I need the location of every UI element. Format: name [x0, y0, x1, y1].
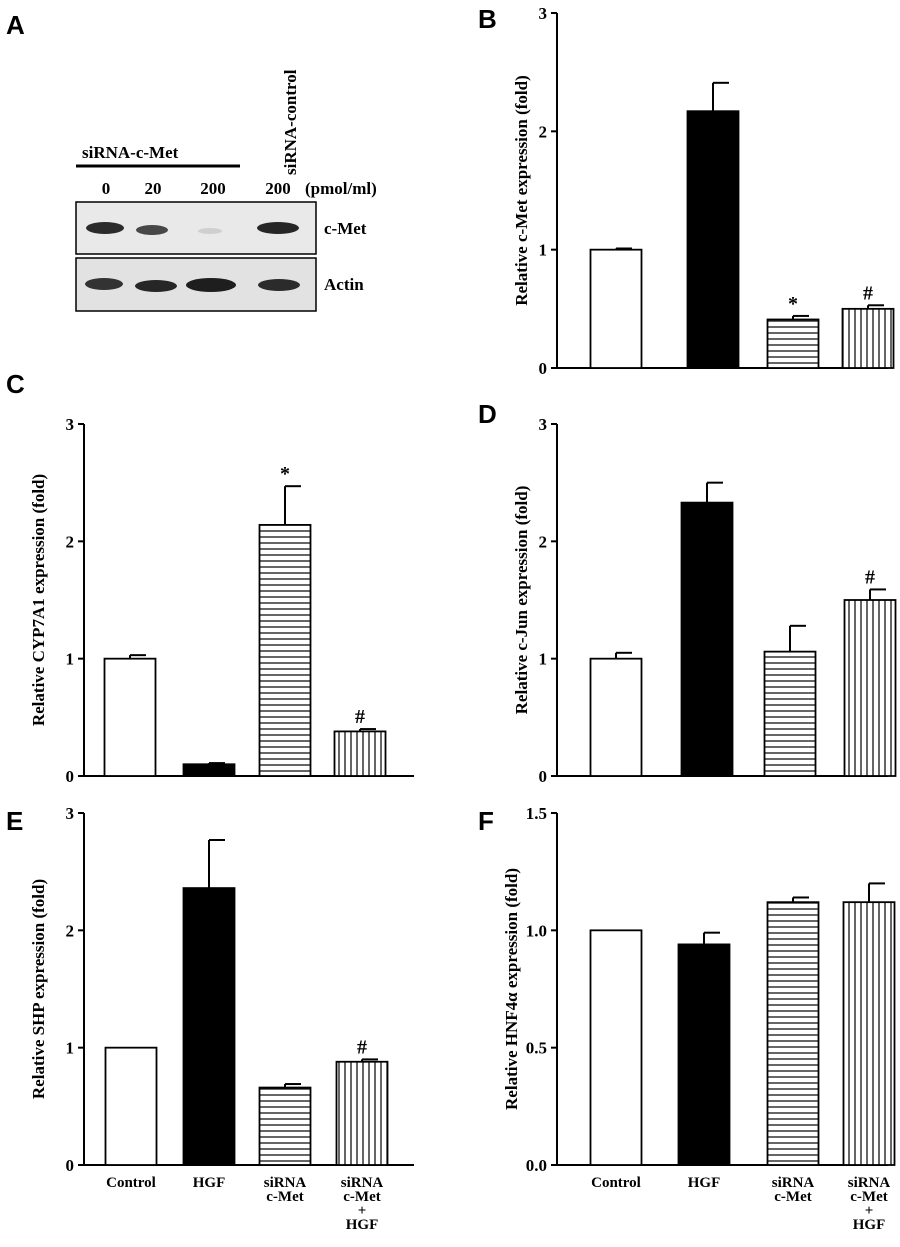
- y-tick-label: 3: [539, 415, 548, 434]
- panel-letter-b: B: [478, 4, 497, 34]
- x-tick-label: c-Met: [774, 1189, 811, 1205]
- bar-hgf: [182, 887, 236, 1166]
- lane-label-1: 0: [102, 179, 111, 198]
- bar-sirna-c-met: [766, 318, 820, 369]
- significance-hash: #: [863, 282, 873, 304]
- actin-band-lane1: [85, 278, 123, 290]
- y-tick-label: 0: [539, 359, 548, 378]
- actin-band-lane4: [258, 279, 300, 291]
- y-tick-label: 0: [66, 1156, 75, 1175]
- x-tick-label: siRNA: [264, 1175, 307, 1191]
- y-tick-label: 1.5: [526, 804, 547, 823]
- y-axis-label: Relative CYP7A1 expression (fold): [29, 474, 48, 726]
- chart-panel-f: F 0.0 0.5 1.0 1.5 Relative HNF4α expression (…: [478, 804, 896, 1233]
- x-tick-label: +: [865, 1203, 874, 1219]
- y-axis-label: Relative c-Met expression (fold): [512, 75, 531, 306]
- significance-star: *: [280, 463, 290, 485]
- bar-sirna-c-met-hgf: [841, 307, 895, 369]
- y-tick-label: 0.5: [526, 1039, 547, 1058]
- bar-control: [103, 657, 157, 777]
- panel-letter-f: F: [478, 806, 494, 836]
- y-tick-label: 0: [66, 767, 75, 786]
- bar-sirna-c-met: [258, 524, 312, 777]
- bar-hgf: [680, 501, 734, 777]
- chart-panel-e: E 0 1 2 3 Relative SHP expression (fold) # Cont…: [6, 804, 414, 1233]
- chart-panel-b: B 0 1 2 3 Relative c-Met expression (fold) * #: [478, 4, 895, 378]
- x-tick-label: c-Met: [343, 1189, 380, 1205]
- y-tick-label: 0.0: [526, 1156, 547, 1175]
- sirna-control-label: siRNA-control: [281, 69, 300, 175]
- actin-band-lane3: [186, 278, 236, 292]
- y-tick-label: 3: [66, 415, 75, 434]
- bar-sirna-c-met: [258, 1086, 312, 1166]
- bar-sirna-c-met-hgf: [843, 599, 897, 777]
- c-met-band-lane2: [136, 225, 168, 235]
- y-axis-label: Relative HNF4α expression (fold): [502, 868, 521, 1110]
- bar-sirna-c-met-hgf: [842, 901, 896, 1166]
- bar-control: [589, 929, 643, 1166]
- significance-hash: #: [355, 706, 365, 728]
- y-tick-label: 3: [539, 4, 548, 23]
- c-met-band-lane4: [257, 222, 299, 234]
- y-tick-label: 1: [539, 241, 548, 260]
- y-axis-label: Relative SHP expression (fold): [29, 879, 48, 1099]
- x-tick-label: HGF: [346, 1217, 379, 1233]
- c-met-band-lane3: [198, 228, 222, 234]
- bar-control: [104, 1046, 158, 1166]
- bar-hgf: [182, 763, 236, 777]
- y-tick-label: 2: [66, 921, 75, 940]
- significance-hash: #: [357, 1036, 367, 1058]
- y-tick-label: 0: [539, 767, 548, 786]
- y-tick-label: 2: [539, 532, 548, 551]
- actin-band-lane2: [135, 280, 177, 292]
- panel-letter-e: E: [6, 806, 23, 836]
- x-tick-label: siRNA: [848, 1175, 891, 1191]
- x-tick-label: c-Met: [266, 1189, 303, 1205]
- x-tick-label: siRNA: [341, 1175, 384, 1191]
- sirna-c-met-group-label: siRNA-c-Met: [82, 143, 179, 162]
- panel-letter-c: C: [6, 369, 25, 399]
- bar-hgf: [677, 943, 731, 1166]
- y-tick-label: 2: [539, 122, 548, 141]
- x-tick-label: HGF: [688, 1175, 721, 1191]
- actin-band-label: Actin: [324, 275, 364, 294]
- lane-label-2: 20: [145, 179, 162, 198]
- c-met-band-label: c-Met: [324, 219, 367, 238]
- y-tick-label: 1: [539, 650, 548, 669]
- bar-control: [589, 248, 643, 369]
- y-tick-label: 1: [66, 650, 75, 669]
- x-tick-label: Control: [106, 1175, 156, 1191]
- bar-control: [589, 657, 643, 777]
- western-blot-panel: A siRNA-c-Met siRNA-control 0 20 200 200…: [6, 10, 377, 312]
- y-tick-label: 2: [66, 532, 75, 551]
- x-tick-label: +: [358, 1203, 367, 1219]
- y-tick-label: 3: [66, 804, 75, 823]
- significance-star: *: [788, 293, 798, 315]
- c-met-band-lane1: [86, 222, 124, 234]
- y-tick-label: 1.0: [526, 921, 547, 940]
- bar-sirna-c-met: [766, 901, 820, 1166]
- bar-hgf: [686, 110, 740, 369]
- y-axis-label: Relative c-Jun expression (fold): [512, 486, 531, 715]
- x-tick-label: HGF: [193, 1175, 226, 1191]
- panel-letter-d: D: [478, 399, 497, 429]
- panel-letter-a: A: [6, 10, 25, 40]
- bar-sirna-c-met: [763, 650, 817, 777]
- y-tick-label: 1: [66, 1039, 75, 1058]
- x-tick-label: Control: [591, 1175, 641, 1191]
- bar-sirna-c-met-hgf: [335, 1060, 389, 1166]
- significance-hash: #: [865, 566, 875, 588]
- x-tick-label: c-Met: [850, 1189, 887, 1205]
- bar-sirna-c-met-hgf: [333, 730, 387, 777]
- lane-label-4: 200: [265, 179, 291, 198]
- x-tick-label: siRNA: [772, 1175, 815, 1191]
- chart-panel-d: D 0 1 2 3 Relative c-Jun expression (fold) #: [478, 399, 897, 786]
- x-tick-label: HGF: [853, 1217, 886, 1233]
- lane-label-3: 200: [200, 179, 226, 198]
- chart-panel-c: C 0 1 2 3 Relative CYP7A1 expression (fold) * #: [6, 369, 414, 786]
- concentration-unit-label: (pmol/ml): [305, 179, 377, 198]
